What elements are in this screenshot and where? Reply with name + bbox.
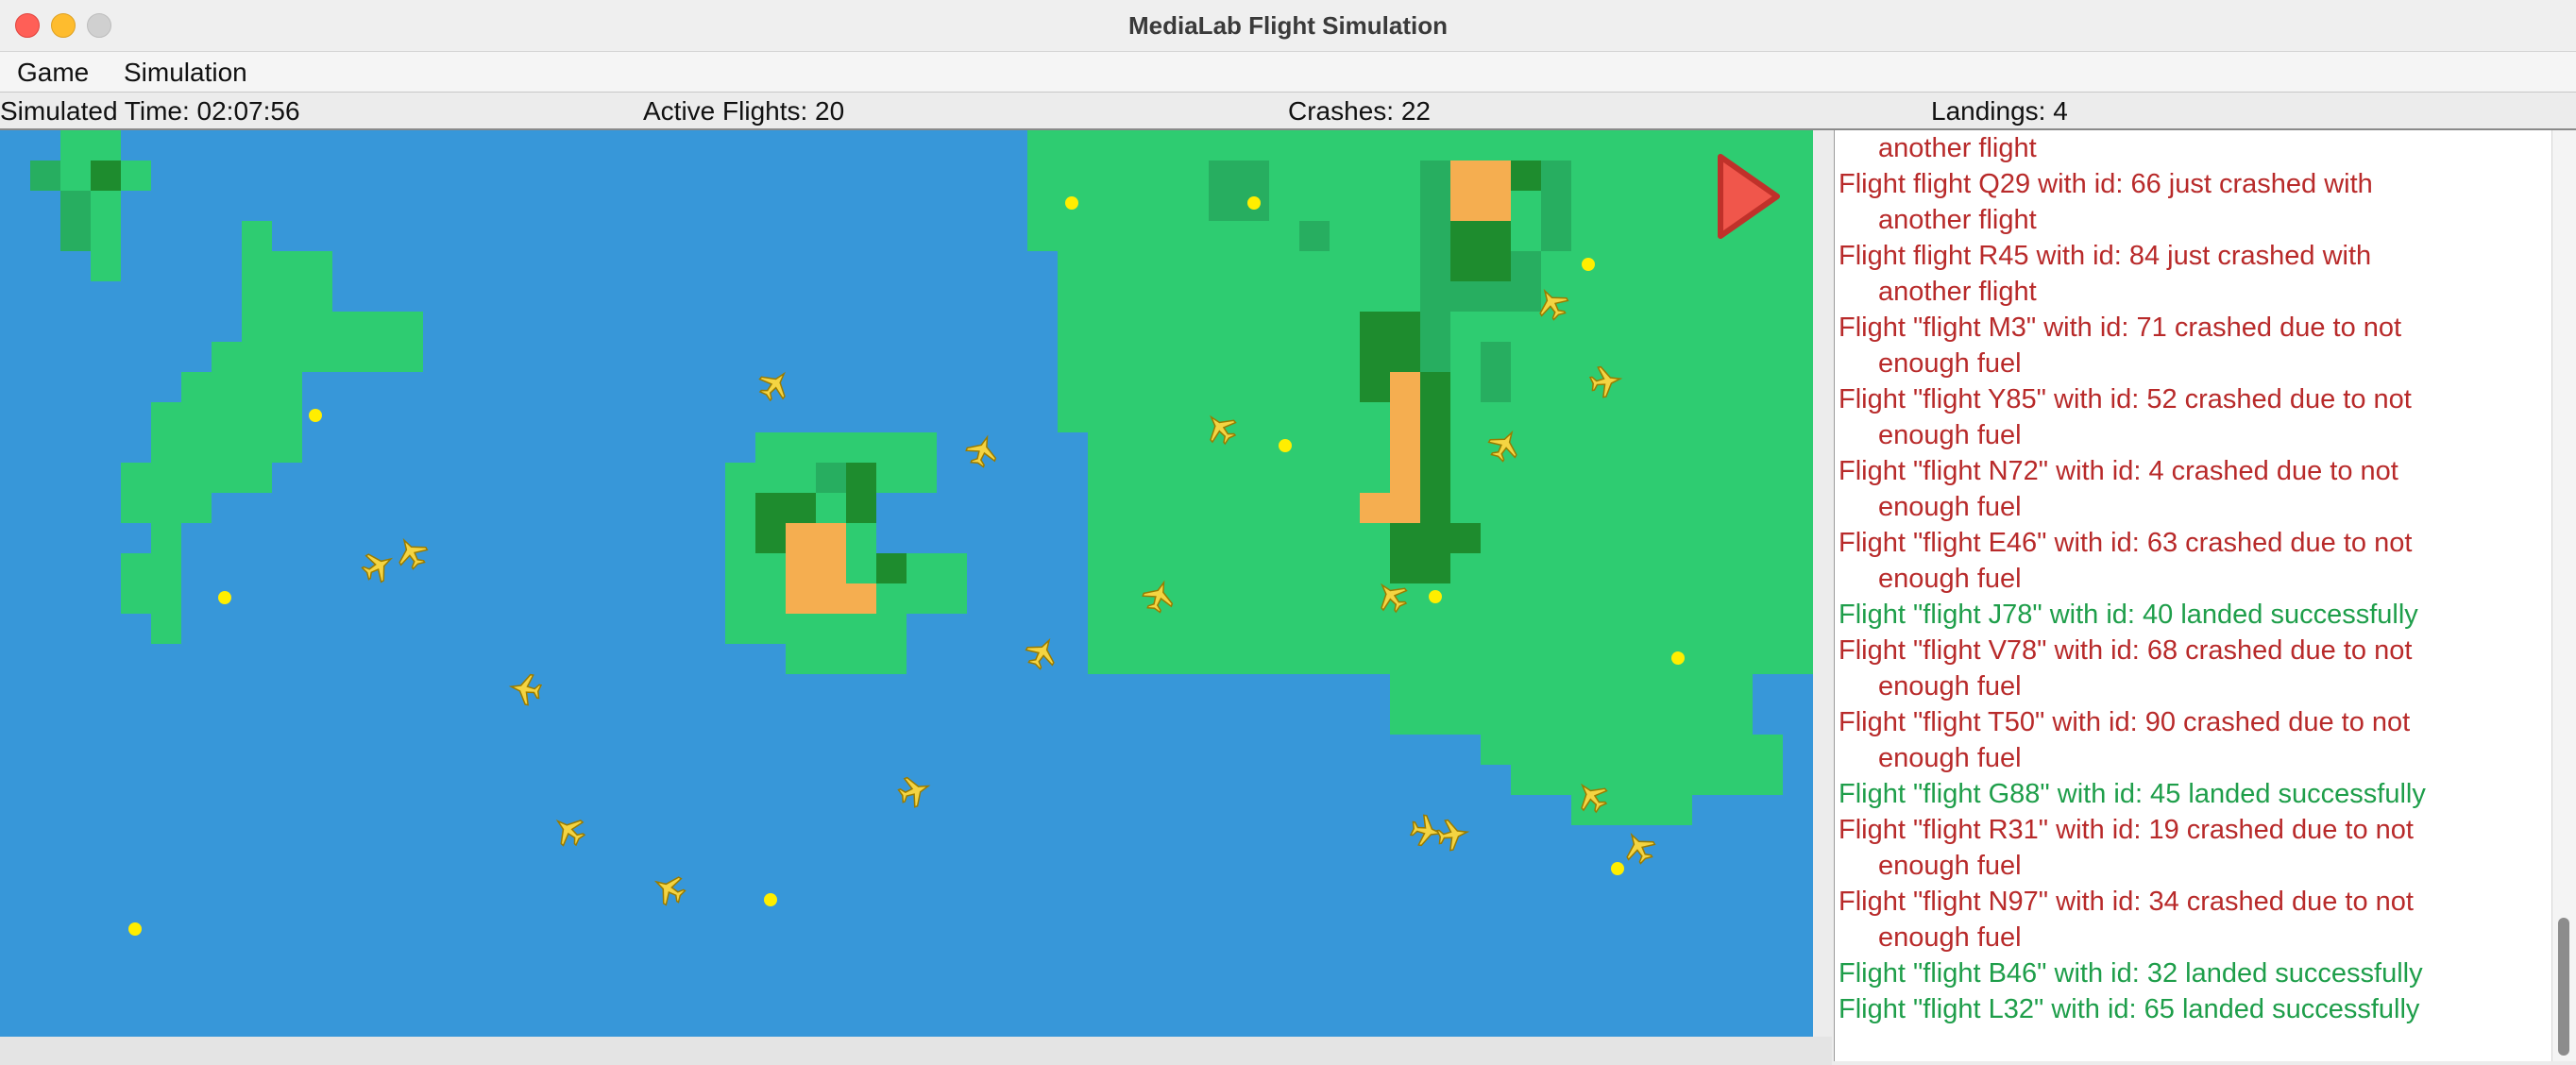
airport-dot[interactable] bbox=[128, 922, 142, 936]
log-entry-text: another flight bbox=[1878, 277, 2037, 307]
log-entry-text: Flight "flight B46" with id: 32 landed s… bbox=[1839, 958, 2423, 989]
airport-dot[interactable] bbox=[218, 591, 231, 604]
airplane-icon[interactable] bbox=[1199, 407, 1241, 448]
airplane-icon[interactable] bbox=[1435, 817, 1470, 852]
log-entry-text: enough fuel bbox=[1878, 851, 2022, 881]
menu-simulation[interactable]: Simulation bbox=[124, 58, 247, 87]
log-scrollbar[interactable] bbox=[2551, 130, 2576, 1061]
airplane-icon[interactable] bbox=[1618, 827, 1659, 868]
log-entry: Flight "flight L32" with id: 65 landed s… bbox=[1835, 991, 2552, 1027]
airport-dot[interactable] bbox=[1247, 196, 1261, 210]
airport-dot[interactable] bbox=[1582, 258, 1595, 271]
land-layer bbox=[30, 130, 1813, 825]
airplane-icon[interactable] bbox=[963, 431, 1002, 469]
simulated-time: Simulated Time: 02:07:56 bbox=[0, 96, 300, 126]
zoom-window-button[interactable] bbox=[87, 13, 111, 38]
log-entry-text: Flight "flight T50" with id: 90 crashed … bbox=[1839, 707, 2411, 737]
airport-dot[interactable] bbox=[1611, 862, 1624, 875]
window-title: MediaLab Flight Simulation bbox=[1128, 11, 1448, 40]
flight-map[interactable] bbox=[0, 130, 1813, 1037]
log-entry-text: another flight bbox=[1878, 205, 2037, 235]
airplane-icon[interactable] bbox=[895, 771, 933, 810]
play-triangle-icon[interactable] bbox=[1718, 154, 1780, 239]
menu-game[interactable]: Game bbox=[17, 58, 90, 87]
airport-dot[interactable] bbox=[1429, 590, 1442, 603]
log-entry: Flight "flight G88" with id: 45 landed s… bbox=[1835, 776, 2552, 812]
log-entry-text: Flight flight Q29 with id: 66 just crash… bbox=[1839, 169, 2373, 199]
log-entry-text: Flight "flight N97" with id: 34 crashed … bbox=[1839, 887, 2414, 917]
log-entry-text: Flight "flight G88" with id: 45 landed s… bbox=[1839, 779, 2426, 809]
airport-dot[interactable] bbox=[1065, 196, 1078, 210]
status-bar: Simulated Time: 02:07:56 Active Flights:… bbox=[0, 93, 2576, 130]
airplane-icon[interactable] bbox=[548, 809, 589, 851]
airport-dot[interactable] bbox=[1279, 439, 1292, 452]
log-entry: Flight "flight R31" with id: 19 crashed … bbox=[1835, 812, 2552, 884]
log-entry: Flight "flight N97" with id: 34 crashed … bbox=[1835, 884, 2552, 955]
log-entry-text: Flight "flight V78" with id: 68 crashed … bbox=[1839, 635, 2413, 666]
airplane-icon[interactable] bbox=[358, 546, 398, 586]
airplane-icon[interactable] bbox=[391, 532, 432, 573]
airplane-icon[interactable] bbox=[1140, 577, 1178, 615]
landings-count: Landings: 4 bbox=[1931, 96, 2068, 126]
airplane-icon[interactable] bbox=[1409, 814, 1444, 849]
log-entry-text: enough fuel bbox=[1878, 922, 2022, 953]
airplane-icon[interactable] bbox=[1588, 363, 1623, 398]
plane-layer bbox=[358, 283, 1659, 909]
log-entry-text: Flight "flight J78" with id: 40 landed s… bbox=[1839, 600, 2418, 630]
airplane-icon[interactable] bbox=[1532, 283, 1572, 324]
log-entry: another flight bbox=[1835, 130, 2552, 166]
crashes-count: Crashes: 22 bbox=[1288, 96, 1431, 126]
airplane-icon[interactable] bbox=[649, 869, 689, 909]
log-entry: Flight "flight V78" with id: 68 crashed … bbox=[1835, 633, 2552, 704]
airplane-icon[interactable] bbox=[508, 671, 543, 706]
log-entry-text: Flight flight R45 with id: 84 just crash… bbox=[1839, 241, 2372, 271]
flight-log-panel[interactable]: another flight Flight flight Q29 with id:… bbox=[1834, 130, 2552, 1061]
log-entry: Flight flight Q29 with id: 66 just crash… bbox=[1835, 166, 2552, 238]
log-scrollbar-thumb[interactable] bbox=[2558, 918, 2569, 1056]
log-entry-text: Flight "flight Y85" with id: 52 crashed … bbox=[1839, 384, 2412, 414]
log-entry-text: Flight "flight N72" with id: 4 crashed d… bbox=[1839, 456, 2398, 486]
log-entry: Flight "flight Y85" with id: 52 crashed … bbox=[1835, 381, 2552, 453]
minimize-window-button[interactable] bbox=[51, 13, 76, 38]
airport-layer bbox=[128, 196, 1685, 936]
log-entry: Flight "flight T50" with id: 90 crashed … bbox=[1835, 704, 2552, 776]
flight-log-list: another flight Flight flight Q29 with id:… bbox=[1835, 130, 2552, 1027]
log-entry-text: Flight "flight R31" with id: 19 crashed … bbox=[1839, 815, 2414, 845]
window-titlebar: MediaLab Flight Simulation bbox=[0, 0, 2576, 52]
log-entry-text: Flight "flight L32" with id: 65 landed s… bbox=[1839, 994, 2420, 1024]
close-window-button[interactable] bbox=[15, 13, 40, 38]
airport-dot[interactable] bbox=[309, 409, 322, 422]
log-entry-text: enough fuel bbox=[1878, 492, 2022, 522]
map-canvas bbox=[30, 130, 1813, 936]
airplane-icon[interactable] bbox=[754, 363, 795, 405]
log-entry-text: Flight "flight E46" with id: 63 crashed … bbox=[1839, 528, 2413, 558]
airport-dot[interactable] bbox=[1671, 651, 1685, 665]
airplane-icon[interactable] bbox=[1484, 425, 1525, 465]
log-entry-text: enough fuel bbox=[1878, 671, 2022, 702]
log-entry: Flight "flight N72" with id: 4 crashed d… bbox=[1835, 453, 2552, 525]
log-entry-text: enough fuel bbox=[1878, 564, 2022, 594]
log-entry-text: enough fuel bbox=[1878, 743, 2022, 773]
map-bottom-strip bbox=[0, 1037, 1832, 1065]
airplane-icon[interactable] bbox=[1570, 775, 1612, 817]
airport-dot[interactable] bbox=[764, 893, 777, 906]
log-entry: Flight "flight J78" with id: 40 landed s… bbox=[1835, 597, 2552, 633]
log-entry-text: enough fuel bbox=[1878, 420, 2022, 450]
airplane-icon[interactable] bbox=[1022, 633, 1062, 673]
menu-bar: Game Simulation bbox=[0, 52, 2576, 93]
log-entry: Flight "flight M3" with id: 71 crashed d… bbox=[1835, 310, 2552, 381]
log-entry-text: Flight "flight M3" with id: 71 crashed d… bbox=[1839, 313, 2402, 343]
log-entry-text: another flight bbox=[1878, 133, 2037, 163]
log-entry: Flight "flight E46" with id: 63 crashed … bbox=[1835, 525, 2552, 597]
log-entry: Flight flight R45 with id: 84 just crash… bbox=[1835, 238, 2552, 310]
active-flights-count: Active Flights: 20 bbox=[643, 96, 845, 126]
airplane-icon[interactable] bbox=[1370, 575, 1412, 617]
log-entry-text: enough fuel bbox=[1878, 348, 2022, 379]
log-entry: Flight "flight B46" with id: 32 landed s… bbox=[1835, 955, 2552, 991]
